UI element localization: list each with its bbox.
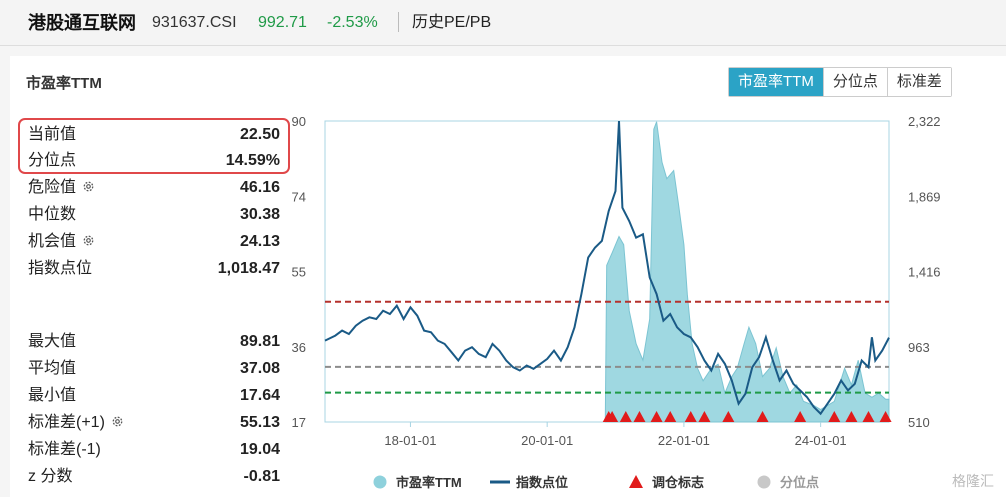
rebalance-marker [606, 411, 619, 422]
y-right-tick-label: 963 [908, 340, 930, 355]
stat-label: 最大值 [28, 333, 77, 350]
valuation-panel: 市盈率TTM 市盈率TTM 分位点 标准差 当前值 22.50 分位点 14.5… [10, 56, 1006, 497]
legend-label[interactable]: 分位点 [780, 475, 819, 490]
rebalance-marker [722, 411, 735, 422]
index-level-line [324, 120, 890, 416]
stat-label: 标准差(+1) [28, 410, 124, 436]
stat-index-level: 指数点位 1,018.47 [26, 256, 282, 282]
y-left-tick-label: 36 [292, 340, 306, 355]
header-divider [398, 12, 399, 32]
rebalance-marker [862, 411, 875, 422]
index-price: 992.71 [258, 14, 307, 31]
legend-swatch [373, 475, 387, 489]
rebalance-marker [650, 411, 663, 422]
tab-std-dev[interactable]: 标准差 [886, 68, 951, 96]
y-right-tick-label: 1,416 [908, 265, 941, 280]
legend-label[interactable]: 指数点位 [516, 475, 568, 490]
stat-label: 平均值 [28, 360, 77, 377]
x-tick-label: 18-01-01 [384, 433, 436, 448]
y-left-tick-label: 17 [292, 415, 306, 430]
rebalance-marker [756, 411, 769, 422]
settings-gear-icon[interactable] [111, 415, 124, 428]
legend-swatch [629, 475, 643, 488]
stat-percentile: 分位点 14.59% [26, 148, 282, 174]
stat-sd-plus: 标准差(+1) 55.13 [26, 410, 282, 436]
stat-label: 中位数 [28, 206, 77, 223]
stat-value: 46.16 [239, 179, 280, 196]
index-name: 港股通互联网 [28, 13, 136, 33]
y-left-tick-label: 55 [292, 265, 306, 280]
y-left-tick-label: 74 [292, 189, 306, 204]
legend-label[interactable]: 调仓标志 [652, 475, 704, 490]
stat-z-score: z 分数 -0.81 [26, 464, 282, 490]
rebalance-marker [698, 411, 711, 422]
x-tick-label: 22-01-01 [658, 433, 710, 448]
stat-current: 当前值 22.50 [26, 122, 282, 148]
stat-mean: 平均值 37.08 [26, 356, 282, 382]
stat-value: 55.13 [239, 414, 280, 431]
panel-title: 市盈率TTM [26, 75, 102, 92]
stat-label: z 分数 [28, 468, 73, 485]
stat-value: 22.50 [239, 126, 280, 143]
y-right-tick-label: 510 [908, 415, 930, 430]
x-tick-label: 20-01-01 [521, 433, 573, 448]
rebalance-marker [879, 411, 892, 422]
y-right-tick-label: 2,322 [908, 114, 941, 129]
stat-value: 37.08 [239, 360, 280, 377]
stat-label: 标准差(-1) [28, 441, 101, 458]
rebalance-marker [828, 411, 841, 422]
x-tick-label: 24-01-01 [795, 433, 847, 448]
stat-label: 指数点位 [28, 260, 93, 277]
stat-label: 机会值 [28, 229, 95, 255]
stat-value: 30.38 [239, 206, 280, 223]
stat-value: -0.81 [243, 468, 280, 485]
page-header: 港股通互联网 931637.CSI 992.71 -2.53% 历史PE/PB [0, 0, 1006, 46]
stat-median: 中位数 30.38 [26, 202, 282, 228]
settings-gear-icon[interactable] [82, 180, 95, 193]
rebalance-marker [619, 411, 632, 422]
stat-value: 24.13 [239, 233, 280, 250]
stat-value: 14.59% [225, 152, 280, 169]
stat-label: 当前值 [28, 126, 77, 143]
current-value-highlight [18, 118, 290, 174]
stat-value: 1,018.47 [217, 260, 280, 277]
stat-sd-minus: 标准差(-1) 19.04 [26, 437, 282, 463]
history-pe-pb-tab[interactable]: 历史PE/PB [412, 14, 492, 31]
rebalance-marker [684, 411, 697, 422]
stat-danger: 危险值 46.16 [26, 175, 282, 201]
y-left-tick-label: 90 [292, 114, 306, 129]
stat-label: 最小值 [28, 387, 77, 404]
rebalance-marker [845, 411, 858, 422]
stat-max: 最大值 89.81 [26, 329, 282, 355]
index-change: -2.53% [327, 14, 378, 31]
stat-value: 89.81 [239, 333, 280, 350]
stat-chance: 机会值 24.13 [26, 229, 282, 255]
settings-gear-icon[interactable] [82, 234, 95, 247]
rebalance-marker [633, 411, 646, 422]
pe-ttm-area [604, 121, 890, 423]
stat-min: 最小值 17.64 [26, 383, 282, 409]
y-right-tick-label: 1,869 [908, 189, 941, 204]
stat-value: 17.64 [239, 387, 280, 404]
legend-swatch [757, 475, 771, 489]
stat-label: 分位点 [28, 152, 77, 169]
tab-percentile[interactable]: 分位点 [822, 68, 887, 96]
rebalance-marker [794, 411, 807, 422]
rebalance-marker [664, 411, 677, 422]
watermark: 格隆汇 [952, 473, 994, 489]
legend-label[interactable]: 市盈率TTM [396, 475, 462, 490]
stat-value: 19.04 [239, 441, 280, 458]
metric-tabs: 市盈率TTM 分位点 标准差 [728, 67, 952, 97]
tab-pe-ttm[interactable]: 市盈率TTM [729, 68, 823, 96]
stat-label: 危险值 [28, 175, 95, 201]
index-code: 931637.CSI [152, 14, 237, 31]
